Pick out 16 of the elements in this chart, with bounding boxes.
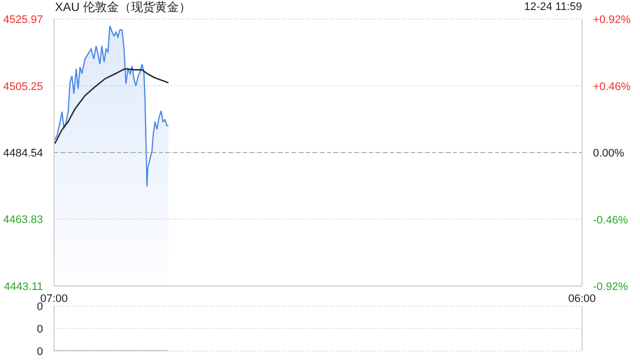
- y-tick-label: 4484.54: [3, 148, 43, 160]
- y-tick-label: 4463.83: [3, 214, 43, 226]
- y-tick-label: 0: [36, 324, 43, 336]
- y-tick-label: 4443.11: [4, 281, 43, 293]
- y2-tick-label: 0.00%: [593, 148, 624, 160]
- y-tick-label: 4505.25: [3, 80, 43, 93]
- y2-tick-label: +0.92%: [593, 14, 631, 26]
- y2-tick-label: -0.46%: [593, 214, 628, 226]
- y2-tick-label: -0.92%: [593, 281, 628, 293]
- y-tick-label: 0: [36, 346, 43, 358]
- text: 12-24 11:59: [524, 1, 582, 14]
- chart-title: XAU 伦敦金（现货黄金）: [55, 0, 192, 14]
- y-tick-label: 0: [36, 301, 43, 313]
- y-tick-label: 4525.97: [3, 14, 43, 26]
- x-tick-label: 06:00: [568, 293, 596, 305]
- y2-tick-label: +0.46%: [593, 80, 631, 93]
